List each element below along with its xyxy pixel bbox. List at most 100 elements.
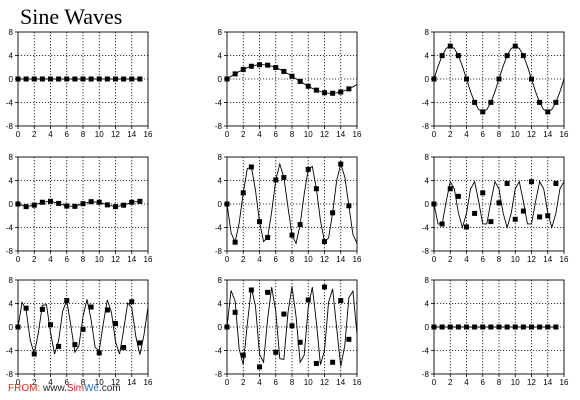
- sample-point: [439, 221, 445, 227]
- sample-point: [431, 201, 437, 207]
- sample-point: [472, 99, 478, 105]
- sample-point: [289, 73, 295, 79]
- sample-point: [322, 239, 327, 245]
- sample-point: [96, 76, 102, 82]
- y-tick-label: 8: [9, 276, 14, 285]
- y-tick-label: -4: [6, 99, 14, 108]
- y-tick-label: -8: [422, 122, 430, 131]
- x-tick-label: 2: [448, 378, 453, 387]
- sample-point: [322, 284, 327, 290]
- sample-point: [281, 68, 287, 74]
- sample-point: [537, 99, 543, 105]
- chart-panel-9: 0 2 4 6 8 10 12 14 16 8 4 0 -4 -8: [422, 276, 569, 387]
- sample-point: [553, 324, 559, 330]
- x-tick-label: 4: [48, 255, 53, 264]
- x-tick-label: 16: [144, 378, 153, 387]
- sample-point: [545, 324, 551, 330]
- sample-point: [330, 359, 336, 365]
- sample-point: [313, 87, 319, 93]
- sample-point: [313, 360, 319, 366]
- chart-panel-3: 0 2 4 6 8 10 12 14 16 8 4 0 -4 -8: [422, 28, 569, 139]
- y-tick-label: 8: [9, 28, 14, 37]
- sample-point: [88, 76, 94, 82]
- x-tick-label: 4: [464, 255, 469, 264]
- sample-point: [553, 180, 559, 186]
- x-tick-label: 0: [225, 255, 230, 264]
- x-tick-label: 16: [560, 378, 569, 387]
- sample-point: [273, 177, 279, 183]
- sample-point: [488, 219, 494, 225]
- x-tick-label: 6: [274, 255, 279, 264]
- sample-point: [297, 78, 303, 84]
- x-tick-label: 2: [448, 255, 453, 264]
- sample-point: [129, 76, 135, 82]
- x-tick-label: 8: [81, 378, 86, 387]
- sample-point: [346, 336, 352, 342]
- sample-point: [31, 351, 37, 357]
- x-tick-label: 6: [65, 378, 70, 387]
- sample-point: [129, 199, 135, 205]
- y-tick-label: -8: [215, 247, 223, 256]
- x-tick-label: 8: [497, 378, 502, 387]
- sample-point: [338, 89, 344, 95]
- sample-point: [431, 76, 437, 82]
- x-tick-label: 4: [257, 130, 262, 139]
- sample-point: [472, 210, 478, 216]
- y-tick-label: -4: [215, 224, 223, 233]
- y-tick-label: -8: [6, 247, 14, 256]
- y-tick-label: -4: [215, 347, 223, 356]
- x-tick-label: 12: [111, 255, 120, 264]
- y-tick-label: -4: [422, 347, 430, 356]
- sample-point: [121, 202, 127, 208]
- sample-point: [330, 210, 336, 216]
- x-tick-label: 10: [304, 255, 313, 264]
- sample-point: [137, 340, 143, 346]
- x-tick-label: 14: [543, 255, 552, 264]
- x-tick-label: 0: [432, 255, 437, 264]
- y-tick-label: 8: [218, 28, 223, 37]
- sample-point: [313, 186, 319, 192]
- sample-point: [80, 201, 86, 207]
- x-tick-label: 6: [65, 255, 70, 264]
- sample-point: [488, 324, 494, 330]
- sample-point: [330, 90, 336, 96]
- series-line: [17, 298, 149, 355]
- x-tick-label: 2: [32, 255, 37, 264]
- x-tick-label: 10: [511, 378, 520, 387]
- x-tick-label: 6: [481, 130, 486, 139]
- x-tick-label: 6: [274, 130, 279, 139]
- x-tick-label: 8: [81, 255, 86, 264]
- x-tick-label: 6: [481, 378, 486, 387]
- sample-point: [113, 320, 118, 326]
- y-tick-label: -4: [422, 99, 430, 108]
- x-tick-label: 10: [511, 130, 520, 139]
- sample-point: [545, 213, 551, 219]
- x-tick-label: 14: [336, 378, 345, 387]
- x-tick-label: 14: [543, 378, 552, 387]
- y-tick-label: 0: [218, 75, 223, 84]
- y-tick-label: -8: [422, 370, 430, 379]
- x-tick-label: 14: [336, 255, 345, 264]
- chart-panel-8: 0 2 4 6 8 10 12 14 16 8 4 0 -4 -8: [215, 276, 362, 387]
- series-line: [433, 180, 565, 230]
- sample-point: [232, 309, 238, 315]
- x-tick-label: 12: [320, 130, 329, 139]
- sample-point: [529, 324, 534, 330]
- x-tick-label: 0: [225, 130, 230, 139]
- sample-point: [257, 219, 262, 225]
- x-tick-label: 12: [111, 130, 120, 139]
- y-tick-label: -8: [215, 122, 223, 131]
- sample-point: [121, 345, 127, 351]
- sample-point: [64, 298, 70, 304]
- y-tick-label: 8: [425, 153, 430, 162]
- sample-point: [529, 76, 534, 82]
- sample-point: [104, 76, 110, 82]
- x-tick-label: 8: [290, 378, 295, 387]
- sample-point: [455, 193, 461, 199]
- source-credit: FROM: www.SimWe.com: [8, 383, 121, 395]
- sample-point: [15, 201, 21, 207]
- x-tick-label: 16: [560, 255, 569, 264]
- sample-point: [322, 90, 327, 96]
- chart-panel-1: 0 2 4 6 8 10 12 14 16 8 4 0 -4 -8: [6, 28, 153, 139]
- sample-point: [529, 179, 534, 185]
